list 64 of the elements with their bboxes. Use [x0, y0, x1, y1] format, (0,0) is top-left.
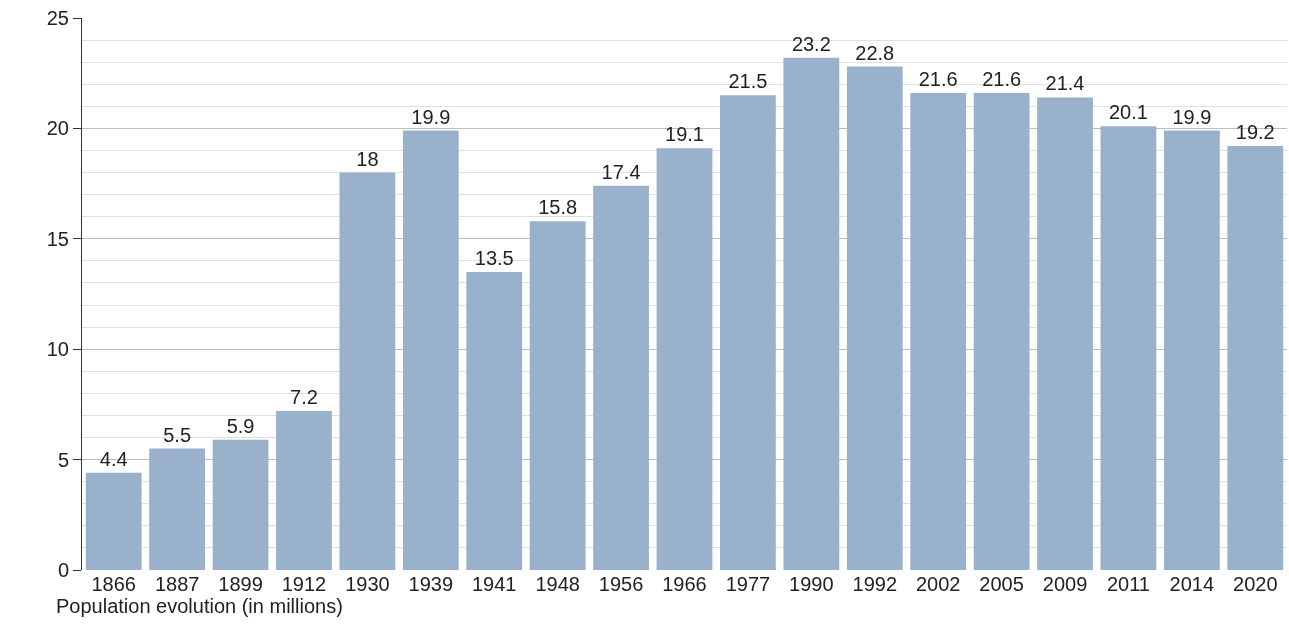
x-tick-label: 1990 [789, 573, 834, 595]
x-tick-label: 2011 [1106, 573, 1150, 595]
bar [973, 93, 1030, 570]
y-tick-label: 25 [46, 7, 69, 29]
bar [529, 221, 586, 570]
bar [1227, 146, 1284, 570]
x-tick-label: 1887 [154, 573, 200, 595]
data-label: 4.4 [99, 447, 128, 470]
x-axis-title: Population evolution (in millions) [56, 595, 343, 617]
x-tick-label: 1992 [852, 573, 898, 595]
bar [466, 271, 523, 570]
y-tick-label: 0 [57, 559, 69, 581]
x-tick-label: 1977 [725, 573, 771, 595]
bar [85, 472, 142, 570]
data-label: 17.4 [601, 160, 641, 183]
data-label: 18 [356, 147, 379, 170]
bar [846, 66, 903, 570]
data-label: 19.9 [1172, 105, 1212, 128]
bar [783, 57, 840, 570]
data-label: 19.2 [1235, 121, 1275, 144]
bar [402, 130, 459, 570]
data-label: 21.6 [982, 68, 1022, 91]
data-label: 23.2 [791, 32, 831, 55]
y-tick-label: 20 [46, 117, 69, 140]
bar [212, 439, 269, 570]
bar [656, 148, 713, 570]
x-tick-label: 2014 [1169, 573, 1215, 595]
x-tick-label: 1912 [281, 573, 327, 595]
y-tick-label: 15 [46, 227, 69, 250]
x-tick-label: 1930 [345, 573, 390, 595]
bar [720, 95, 776, 570]
data-label: 5.9 [226, 414, 255, 437]
x-tick-label: 1966 [662, 573, 707, 595]
data-label: 19.9 [411, 105, 451, 128]
x-tick-label: 1948 [535, 573, 580, 595]
bar [593, 185, 649, 570]
x-tick-label: 1941 [471, 573, 517, 595]
x-tick-label: 2005 [979, 573, 1024, 595]
data-label: 19.1 [665, 123, 704, 146]
data-label: 15.8 [538, 196, 578, 219]
x-tick-label: 2020 [1233, 573, 1278, 595]
bar [149, 448, 206, 570]
bar [276, 411, 332, 570]
bar [1100, 126, 1157, 570]
data-label: 21.4 [1045, 72, 1085, 95]
data-label: 7.2 [290, 386, 318, 409]
data-label: 21.6 [918, 68, 958, 91]
bar [1037, 97, 1093, 570]
x-tick-label: 2009 [1042, 573, 1088, 595]
data-label: 13.5 [474, 246, 514, 269]
x-tick-label: 2002 [915, 573, 961, 595]
x-tick-label: 1866 [91, 573, 136, 595]
data-label: 22.8 [855, 41, 895, 64]
bar [910, 93, 967, 570]
data-label: 20.1 [1108, 101, 1148, 124]
y-tick-label: 10 [46, 338, 69, 361]
y-tick-label: 5 [57, 448, 69, 471]
data-label: 5.5 [163, 423, 192, 446]
x-tick-label: 1939 [408, 573, 454, 595]
data-label: 21.5 [728, 70, 768, 93]
x-tick-label: 1899 [218, 573, 263, 595]
bar [339, 172, 396, 570]
x-tick-label: 1956 [598, 573, 644, 595]
bar [1163, 130, 1220, 570]
